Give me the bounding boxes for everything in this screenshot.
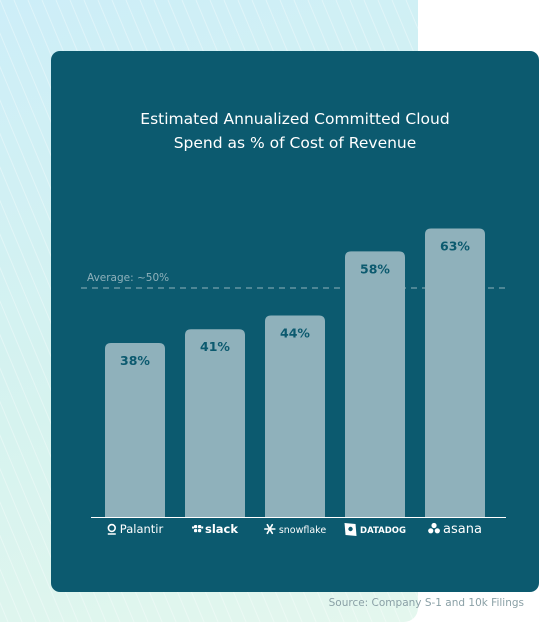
bar-value-label: 38% [120,353,150,368]
x-tick-label-palantir: Palantir [107,522,164,536]
x-tick-label-asana: asana [428,522,482,537]
asana-logo-icon [428,522,440,534]
chart-title-line-1: Estimated Annualized Committed Cloud [140,110,450,128]
bar-value-label: 44% [280,325,310,340]
x-tick-text: slack [205,522,238,536]
x-tick-label-datadog: DATADOG [344,523,406,536]
x-tick-text: asana [443,522,482,537]
snowflake-logo-icon [264,523,276,535]
datadog-logo-icon [344,523,357,536]
x-tick-text: snowflake [279,525,327,536]
slack-logo-icon [191,525,204,533]
chart-card: Estimated Annualized Committed Cloud Spe… [51,51,539,592]
bar-asana [425,228,485,517]
palantir-logo-icon [107,523,116,535]
source-note: Source: Company S-1 and 10k Filings [328,597,524,609]
bar-datadog [345,251,405,518]
bar-slack [185,329,245,517]
bar-value-label: 58% [360,261,390,276]
bar-value-label: 41% [200,339,230,354]
bar-chart: Average: ~50% 38% 41% 44% 58% 63% Palantir slac… [81,228,509,537]
x-tick-text: Palantir [120,522,164,536]
x-tick-label-slack: slack [191,522,238,536]
bar-palantir [105,342,165,517]
average-line-label: Average: ~50% [87,272,169,284]
bar-snowflake [265,315,325,517]
x-tick-text: DATADOG [360,526,406,536]
x-tick-label-snowflake: snowflake [264,523,327,536]
chart-title: Estimated Annualized Committed Cloud Spe… [51,107,539,155]
bar-value-label: 63% [440,238,470,253]
chart-title-line-2: Spend as % of Cost of Revenue [173,134,417,152]
